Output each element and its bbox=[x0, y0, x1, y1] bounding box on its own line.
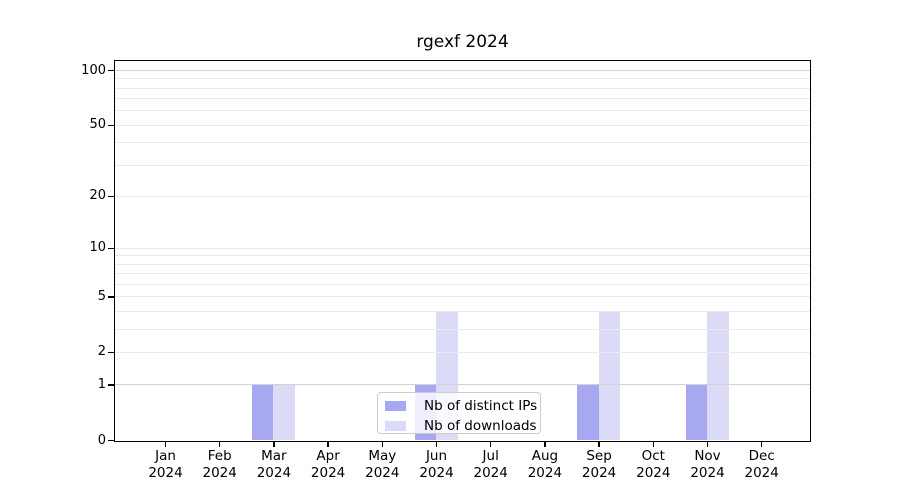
y-tick-2 bbox=[108, 351, 114, 354]
x-tick-year: 2024 bbox=[473, 465, 508, 481]
x-tick-month: Nov bbox=[694, 448, 721, 464]
gridline-y10 bbox=[115, 247, 810, 249]
y-tick-label-1: 1 bbox=[97, 376, 106, 392]
x-tick-sep bbox=[598, 442, 600, 447]
x-tick-label-mar: Mar 2024 bbox=[239, 448, 309, 482]
x-tick-label-aug: Aug 2024 bbox=[510, 448, 580, 482]
legend-swatch-distinct-ips bbox=[385, 401, 406, 411]
x-tick-month: Mar bbox=[261, 448, 287, 464]
x-tick-year: 2024 bbox=[581, 465, 617, 481]
x-tick-label-nov: Nov 2024 bbox=[673, 448, 743, 482]
gridline-y20 bbox=[115, 195, 810, 197]
x-tick-label-oct: Oct 2024 bbox=[618, 448, 688, 482]
gridline-y2 bbox=[115, 351, 810, 353]
x-tick-month: Jun bbox=[425, 448, 448, 464]
bar-distinct-ips-nov bbox=[685, 384, 707, 440]
gridline-y40 bbox=[115, 142, 810, 144]
x-tick-year: 2024 bbox=[527, 465, 563, 481]
gridline-y60 bbox=[115, 110, 810, 112]
x-tick-may bbox=[381, 442, 384, 447]
x-tick-month: Feb bbox=[207, 448, 232, 464]
gridline-y80 bbox=[115, 87, 810, 89]
gridline-y7 bbox=[115, 273, 810, 275]
x-tick-oct bbox=[652, 442, 655, 447]
y-tick-label-100: 100 bbox=[81, 62, 106, 78]
gridline-y6 bbox=[115, 283, 810, 285]
x-tick-label-jan: Jan 2024 bbox=[131, 448, 201, 482]
bar-downloads-nov bbox=[707, 310, 729, 440]
y-tick-label-50: 50 bbox=[89, 117, 106, 133]
y-tick-1 bbox=[108, 384, 114, 386]
x-tick-apr bbox=[327, 442, 329, 447]
y-tick-10 bbox=[108, 247, 114, 249]
gridline-y1 bbox=[115, 384, 810, 386]
y-tick-label-0: 0 bbox=[97, 432, 106, 448]
y-tick-100 bbox=[108, 69, 114, 72]
gridline-y4 bbox=[115, 310, 810, 312]
x-tick-label-dec: Dec 2024 bbox=[727, 448, 797, 482]
x-tick-label-feb: Feb 2024 bbox=[185, 448, 255, 482]
legend-item-downloads: Nb of downloads bbox=[385, 418, 537, 434]
x-tick-label-apr: Apr 2024 bbox=[293, 448, 363, 482]
x-tick-month: Dec bbox=[748, 448, 775, 464]
x-tick-month: Jul bbox=[482, 448, 499, 464]
gridline-y30 bbox=[115, 164, 810, 166]
gridline-y8 bbox=[115, 263, 810, 265]
y-tick-label-10: 10 bbox=[89, 240, 106, 256]
legend-label-downloads: Nb of downloads bbox=[424, 418, 537, 434]
x-tick-month: Apr bbox=[316, 448, 340, 464]
legend: Nb of distinct IPs Nb of downloads bbox=[377, 392, 541, 434]
gridline-y5 bbox=[115, 296, 810, 298]
x-tick-year: 2024 bbox=[310, 465, 346, 481]
x-tick-month: May bbox=[368, 448, 397, 464]
y-tick-label-2: 2 bbox=[97, 344, 106, 360]
x-tick-month: Oct bbox=[641, 448, 665, 464]
x-tick-year: 2024 bbox=[636, 465, 671, 481]
gridline-y70 bbox=[115, 98, 810, 100]
x-tick-mar bbox=[273, 442, 275, 447]
x-tick-year: 2024 bbox=[256, 465, 292, 481]
y-tick-20 bbox=[108, 195, 114, 198]
bar-distinct-ips-sep bbox=[577, 384, 599, 440]
x-tick-label-jun: Jun 2024 bbox=[402, 448, 472, 482]
gridline-y9 bbox=[115, 255, 810, 257]
gridline-y100 bbox=[115, 70, 810, 71]
legend-item-distinct-ips: Nb of distinct IPs bbox=[385, 398, 537, 414]
y-tick-50 bbox=[108, 124, 114, 127]
x-tick-year: 2024 bbox=[419, 465, 454, 481]
x-tick-year: 2024 bbox=[148, 465, 183, 481]
x-tick-jul bbox=[489, 442, 492, 447]
bar-downloads-sep bbox=[598, 310, 621, 440]
gridline-y3 bbox=[115, 328, 810, 330]
gridline-y90 bbox=[115, 78, 810, 80]
x-tick-year: 2024 bbox=[690, 465, 725, 481]
x-tick-jan bbox=[164, 442, 167, 447]
x-tick-label-jul: Jul 2024 bbox=[456, 448, 526, 482]
y-tick-0 bbox=[108, 439, 114, 442]
gridline-y50 bbox=[115, 124, 810, 126]
x-tick-aug bbox=[544, 442, 546, 447]
y-tick-label-20: 20 bbox=[89, 188, 106, 204]
x-tick-label-may: May 2024 bbox=[347, 448, 417, 482]
x-tick-month: Sep bbox=[586, 448, 612, 464]
x-tick-dec bbox=[760, 442, 763, 447]
bar-distinct-ips-mar bbox=[251, 384, 274, 440]
y-tick-5 bbox=[108, 296, 114, 298]
x-tick-month: Aug bbox=[531, 448, 559, 464]
plot-area: Nb of distinct IPs Nb of downloads bbox=[114, 60, 811, 442]
x-tick-month: Jan bbox=[155, 448, 176, 464]
y-tick-label-5: 5 bbox=[97, 288, 106, 304]
x-tick-feb bbox=[218, 442, 221, 447]
x-tick-year: 2024 bbox=[365, 465, 400, 481]
chart-title: rgexf 2024 bbox=[416, 32, 509, 52]
legend-swatch-downloads bbox=[385, 421, 406, 431]
legend-label-distinct-ips: Nb of distinct IPs bbox=[424, 398, 538, 414]
x-tick-nov bbox=[706, 442, 709, 447]
x-tick-jun bbox=[435, 442, 438, 447]
bar-downloads-mar bbox=[273, 384, 295, 440]
x-tick-year: 2024 bbox=[744, 465, 779, 481]
x-tick-label-sep: Sep 2024 bbox=[564, 448, 634, 482]
x-tick-year: 2024 bbox=[202, 465, 237, 481]
